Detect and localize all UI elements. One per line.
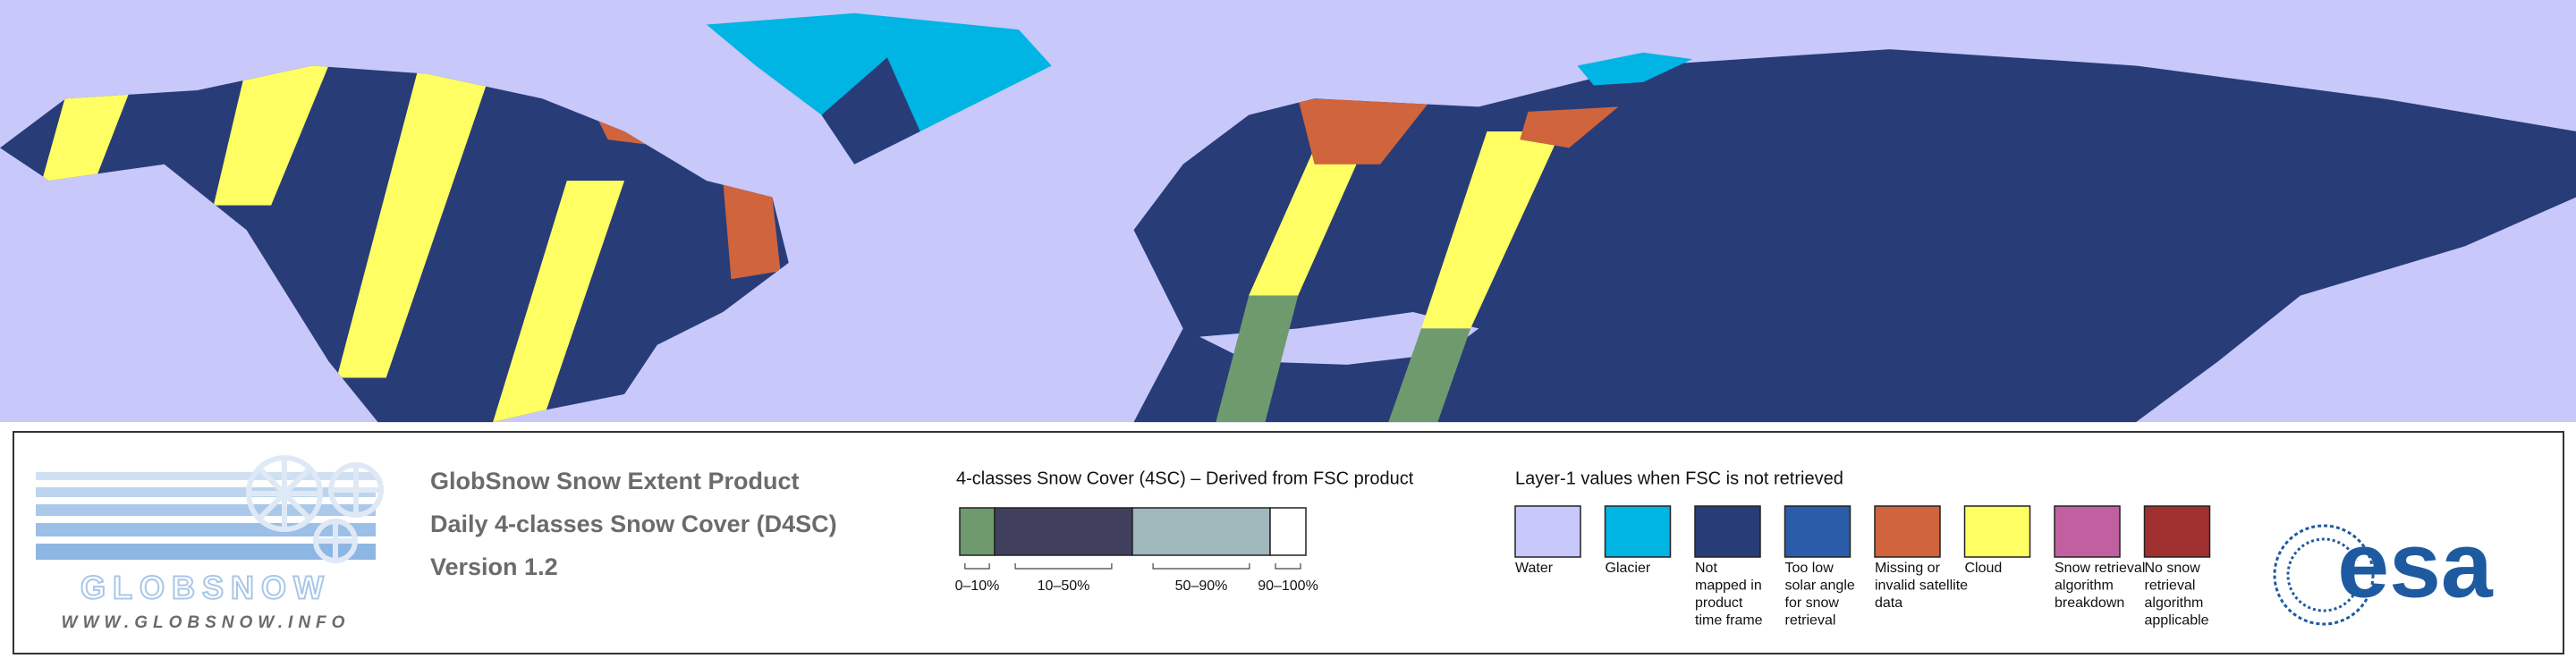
- legend-title: Layer-1 values when FSC is not retrieved: [1515, 469, 1843, 488]
- class-label: for snow: [1785, 595, 1840, 611]
- class-label: product: [1695, 595, 1743, 611]
- color-swatch: [1694, 505, 1761, 558]
- class-label: breakdown: [2055, 595, 2124, 611]
- logo-bar: [36, 504, 376, 516]
- class-label: algorithm: [2055, 578, 2114, 594]
- color-swatch: [994, 507, 1133, 556]
- color-swatch: [1514, 505, 1581, 558]
- logo-url: WWW.GLOBSNOW.INFO: [62, 613, 351, 632]
- bracket: [964, 563, 990, 570]
- logo-bar: [36, 472, 376, 480]
- esa-globe: [2273, 524, 2375, 626]
- bracket: [1014, 563, 1113, 570]
- color-swatch: [959, 507, 996, 556]
- logo-name: GLOBSNOW: [80, 570, 331, 606]
- snow-cover-legend: 4-classes Snow Cover (4SC) – Derived fro…: [955, 469, 1414, 594]
- svalbard: [1577, 52, 1693, 86]
- class-label: retrieval: [2145, 578, 2196, 594]
- color-swatch: [2054, 505, 2121, 558]
- esa-globe-hole: [2320, 553, 2363, 596]
- class-label: 90–100%: [1258, 578, 1318, 594]
- stripe: [336, 65, 494, 378]
- color-swatch: [1963, 505, 2031, 558]
- product-line: GlobSnow Snow Extent Product: [430, 468, 800, 494]
- snowflake: [246, 455, 384, 563]
- esa-logo: esa: [2273, 513, 2494, 626]
- bracket: [1152, 563, 1250, 570]
- stripe: [493, 181, 625, 423]
- class-label: 10–50%: [1038, 578, 1090, 594]
- class-label: No snow: [2145, 561, 2201, 576]
- class-label: Not: [1695, 561, 1717, 576]
- stripe: [1421, 131, 1562, 329]
- class-label: invalid satellite: [1875, 578, 1968, 594]
- legend-title: 4-classes Snow Cover (4SC) – Derived fro…: [956, 469, 1414, 488]
- class-label: retrieval: [1785, 613, 1836, 629]
- logo-bar: [36, 544, 376, 560]
- globsnow-logo: GLOBSNOW WWW.GLOBSNOW.INFO: [36, 455, 384, 632]
- color-swatch: [1874, 505, 1941, 558]
- color-swatch: [2143, 505, 2211, 558]
- class-label: Missing or: [1875, 561, 1941, 576]
- logo-bar: [36, 487, 376, 497]
- class-label: 0–10%: [955, 578, 1000, 594]
- color-swatch: [1131, 507, 1271, 556]
- missing: [1298, 98, 1430, 165]
- stripe: [1216, 295, 1299, 423]
- esa-name: esa: [2337, 513, 2494, 617]
- class-label: Water: [1515, 561, 1554, 576]
- class-label: time frame: [1695, 613, 1763, 629]
- class-label: Too low: [1785, 561, 1835, 576]
- class-label: mapped in: [1695, 578, 1762, 594]
- class-label: Glacier: [1606, 561, 1651, 576]
- color-swatch: [1269, 507, 1307, 556]
- layer1-legend: Layer-1 values when FSC is not retrieved…: [1514, 469, 2211, 629]
- class-label: 50–90%: [1175, 578, 1228, 594]
- stripe: [32, 65, 140, 214]
- map: [0, 0, 2576, 423]
- missing: [1520, 106, 1619, 148]
- greenland-unmapped: [821, 57, 920, 165]
- class-label: data: [1875, 595, 1902, 611]
- color-swatch: [1604, 505, 1672, 558]
- stripe: [1249, 148, 1364, 296]
- missing: [723, 181, 781, 280]
- class-label: Snow retrieval: [2055, 561, 2145, 576]
- product-line: Daily 4-classes Snow Cover (D4SC): [430, 511, 837, 537]
- color-swatch: [1784, 505, 1852, 558]
- bracket: [1275, 563, 1301, 570]
- stripe: [1388, 328, 1471, 423]
- class-label: Cloud: [1965, 561, 2003, 576]
- product-line: Version 1.2: [430, 553, 558, 580]
- stripe: [213, 65, 329, 206]
- product-info: GlobSnow Snow Extent Product Daily 4-clas…: [430, 468, 837, 580]
- class-label: algorithm: [2145, 595, 2204, 611]
- class-label: solar angle: [1785, 578, 1855, 594]
- class-label: applicable: [2145, 613, 2209, 629]
